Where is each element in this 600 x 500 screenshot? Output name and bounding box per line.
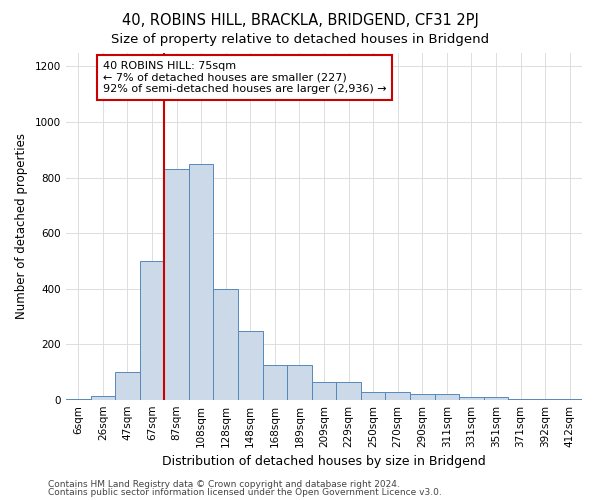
X-axis label: Distribution of detached houses by size in Bridgend: Distribution of detached houses by size … bbox=[162, 456, 486, 468]
Text: 40 ROBINS HILL: 75sqm
← 7% of detached houses are smaller (227)
92% of semi-deta: 40 ROBINS HILL: 75sqm ← 7% of detached h… bbox=[103, 61, 386, 94]
Bar bbox=[508, 398, 533, 400]
Bar bbox=[434, 394, 459, 400]
Text: Contains public sector information licensed under the Open Government Licence v3: Contains public sector information licen… bbox=[48, 488, 442, 497]
Bar bbox=[91, 396, 115, 400]
Text: Contains HM Land Registry data © Crown copyright and database right 2024.: Contains HM Land Registry data © Crown c… bbox=[48, 480, 400, 489]
Bar bbox=[140, 261, 164, 400]
Text: Size of property relative to detached houses in Bridgend: Size of property relative to detached ho… bbox=[111, 32, 489, 46]
Bar bbox=[214, 289, 238, 400]
Bar bbox=[66, 398, 91, 400]
Bar bbox=[484, 397, 508, 400]
Bar bbox=[312, 382, 336, 400]
Bar bbox=[287, 365, 312, 400]
Bar bbox=[410, 394, 434, 400]
Bar bbox=[459, 397, 484, 400]
Bar bbox=[189, 164, 214, 400]
Bar bbox=[361, 392, 385, 400]
Bar bbox=[336, 382, 361, 400]
Bar bbox=[164, 170, 189, 400]
Bar bbox=[533, 398, 557, 400]
Bar bbox=[238, 330, 263, 400]
Text: 40, ROBINS HILL, BRACKLA, BRIDGEND, CF31 2PJ: 40, ROBINS HILL, BRACKLA, BRIDGEND, CF31… bbox=[122, 12, 478, 28]
Y-axis label: Number of detached properties: Number of detached properties bbox=[15, 133, 28, 320]
Bar bbox=[263, 365, 287, 400]
Bar bbox=[385, 392, 410, 400]
Bar bbox=[115, 372, 140, 400]
